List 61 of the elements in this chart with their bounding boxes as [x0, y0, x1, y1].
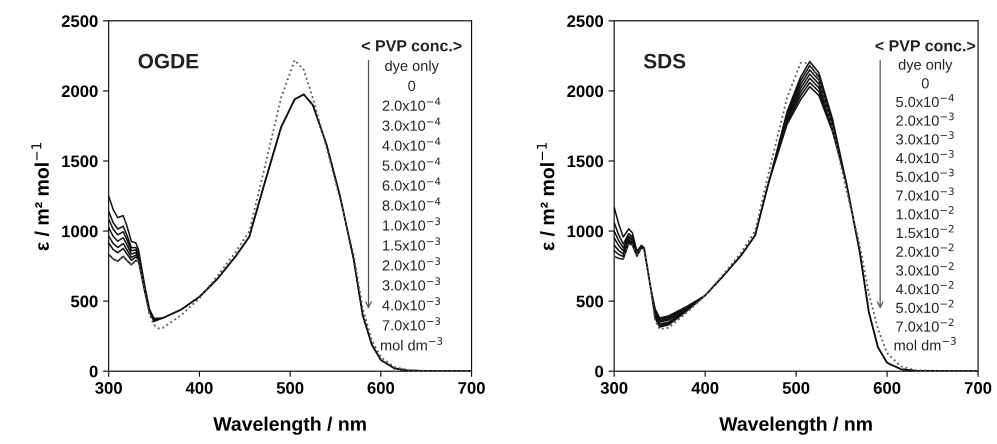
annotation: 2.0x10$^{−3}$ — [382, 257, 440, 271]
x-tick-label: 600 — [874, 382, 900, 394]
annotation: 3.0x10$^{−2}$ — [896, 262, 954, 276]
annotation: 7.0x10$^{−3}$ — [382, 317, 440, 330]
annotation: 2.0x10$^{−3}$ — [896, 112, 954, 126]
annotation: 4.0x10$^{−2}$ — [896, 281, 954, 294]
x-tick-label: 300 — [95, 382, 122, 394]
annotation: 5.0x10$^{−4}$ — [382, 158, 440, 171]
annotation: 1.0x10$^{−3}$ — [383, 217, 440, 231]
x-tick-label: 700 — [458, 382, 485, 394]
annotation: 7.0x10$^{−3}$ — [896, 187, 954, 201]
y-tick-label: 1500 — [62, 155, 98, 168]
y-tick-label: 0 — [595, 366, 604, 378]
annotation: 3.0x10$^{−4}$ — [382, 118, 440, 131]
annotation: OGDE — [138, 54, 198, 68]
annotation: 6.0x10$^{−4}$ — [382, 178, 440, 191]
y-tick-label: 500 — [70, 296, 98, 308]
annotation: 5.0x10$^{−4}$ — [896, 94, 954, 108]
y-tick-label: 2500 — [62, 15, 98, 28]
annotation: 2.0x10$^{−2}$ — [896, 244, 954, 257]
x-axis-title: Wavelength / nm — [213, 416, 366, 435]
y-axis-title: ε / m² mol$^{−1}$ — [536, 142, 555, 250]
y-tick-label: 2000 — [567, 85, 604, 98]
x-axis-title: Wavelength / nm — [719, 416, 872, 435]
annotation: mol dm$^{−3}$ — [894, 337, 956, 350]
annotation: 0 — [408, 80, 416, 91]
x-tick-label: 700 — [964, 382, 992, 394]
annotation: 1.5x10$^{−2}$ — [896, 224, 954, 238]
annotation: 8.0x10$^{−4}$ — [382, 198, 440, 211]
annotation: SDS — [644, 54, 686, 68]
y-tick-label: 2500 — [567, 15, 604, 28]
annotation: dye only — [385, 60, 439, 74]
annotation: < PVP conc.> — [362, 40, 462, 52]
y-tick-label: 0 — [90, 366, 98, 378]
x-tick-label: 600 — [368, 382, 394, 394]
annotation: mol dm$^{−3}$ — [380, 337, 442, 350]
annotation: 7.0x10$^{−2}$ — [896, 318, 954, 332]
annotation: 3.0x10$^{−3}$ — [382, 277, 440, 291]
x-tick-label: 300 — [600, 382, 628, 394]
annotation: 5.0x10$^{−3}$ — [896, 168, 954, 182]
annotation: 4.0x10$^{−3}$ — [896, 150, 954, 164]
annotation: 4.0x10$^{−3}$ — [382, 297, 440, 311]
x-tick-label: 500 — [782, 382, 810, 394]
annotation: 2.0x10$^{−4}$ — [382, 98, 440, 111]
annotation: 1.0x10$^{−2}$ — [896, 206, 954, 220]
x-tick-label: 500 — [276, 382, 304, 394]
y-tick-label: 1000 — [568, 225, 604, 238]
annotation: 3.0x10$^{−3}$ — [896, 131, 954, 145]
annotation: 5.0x10$^{−2}$ — [896, 300, 954, 314]
annotation: 4.0x10$^{−4}$ — [382, 138, 440, 151]
annotation: 0 — [922, 78, 929, 88]
annotation: < PVP conc.> — [876, 40, 976, 52]
annotation: dye only — [898, 59, 952, 73]
y-axis-title: ε / m² mol$^{−1}$ — [31, 142, 50, 250]
x-tick-label: 400 — [691, 382, 718, 394]
y-tick-label: 500 — [576, 296, 604, 308]
annotation: 1.5x10$^{−3}$ — [383, 237, 440, 251]
y-tick-label: 1500 — [568, 155, 604, 168]
x-tick-label: 400 — [186, 382, 213, 394]
y-tick-label: 1000 — [62, 225, 98, 238]
y-tick-label: 2000 — [62, 85, 98, 98]
